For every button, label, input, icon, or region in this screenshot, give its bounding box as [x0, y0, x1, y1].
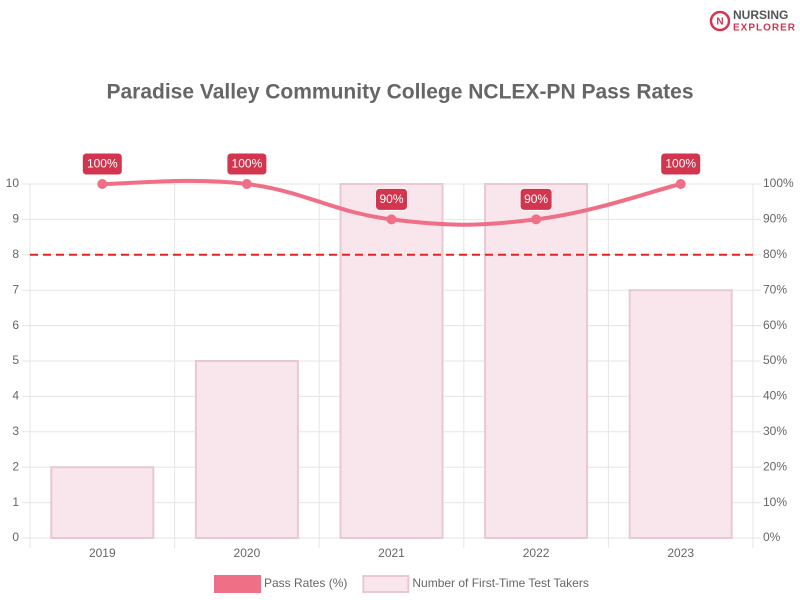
line-point	[97, 179, 108, 189]
data-label: 90%	[524, 192, 548, 206]
data-label-box	[375, 187, 408, 211]
data-label: 100%	[87, 157, 118, 171]
logo-line1: NURSING	[733, 8, 788, 22]
y-tick-label: 0	[12, 530, 19, 544]
y2-tick-label: 90%	[763, 212, 787, 226]
legend-label: Pass Rates (%)	[264, 576, 347, 590]
data-label-box	[226, 152, 268, 176]
logo-icon	[709, 10, 731, 32]
y2-tick-label: 0%	[763, 530, 781, 544]
legend-label: Number of First-Time Test Takers	[412, 576, 588, 590]
logo-line2: EXPLORER	[733, 23, 796, 34]
y-tick-label: 1	[12, 495, 19, 509]
logo-icon-text: N	[716, 17, 723, 28]
y2-tick-label: 60%	[763, 318, 787, 332]
legend-item: Number of First-Time Test Takers	[362, 575, 589, 593]
x-tick-label: 2020	[234, 546, 261, 560]
y-tick-label: 2	[12, 459, 19, 473]
data-label: 100%	[232, 157, 263, 171]
y2-tick-label: 20%	[763, 459, 787, 473]
y2-tick-label: 10%	[763, 495, 787, 509]
y-tick-label: 7	[12, 282, 19, 296]
x-tick-label: 2021	[378, 546, 405, 560]
legend-swatch	[362, 575, 410, 593]
y2-tick-label: 70%	[763, 282, 787, 296]
y2-tick-label: 50%	[763, 353, 787, 367]
data-label-box	[81, 152, 123, 176]
bar	[50, 466, 155, 540]
line-point	[241, 179, 252, 189]
y-tick-label: 9	[12, 212, 19, 226]
data-label-box	[660, 152, 702, 176]
line-point	[675, 179, 686, 189]
y2-tick-label: 30%	[763, 424, 787, 438]
legend-item: Pass Rates (%)	[214, 575, 347, 593]
chart-title: Paradise Valley Community College NCLEX-…	[106, 81, 693, 104]
y-tick-label: 8	[12, 247, 19, 261]
x-tick-label: 2023	[667, 546, 694, 560]
data-label: 100%	[665, 157, 696, 171]
logo: N NURSING EXPLORER	[709, 8, 796, 34]
line-point	[531, 214, 542, 225]
y-tick-label: 5	[12, 353, 19, 367]
y-tick-label: 3	[12, 424, 19, 438]
legend-swatch	[214, 575, 261, 593]
y-tick-label: 10	[6, 176, 20, 190]
y2-tick-label: 40%	[763, 389, 787, 403]
y-tick-label: 6	[12, 318, 19, 332]
data-label-box	[519, 187, 553, 211]
x-tick-label: 2022	[523, 546, 550, 560]
bar	[628, 289, 733, 540]
line-point	[386, 214, 397, 225]
y2-tick-label: 100%	[763, 176, 794, 190]
x-tick-label: 2019	[89, 546, 116, 560]
bar	[194, 360, 299, 539]
bar	[484, 183, 589, 539]
data-label: 90%	[379, 192, 403, 206]
bar	[339, 183, 444, 539]
y2-tick-label: 80%	[763, 247, 787, 261]
y-tick-label: 4	[12, 389, 19, 403]
